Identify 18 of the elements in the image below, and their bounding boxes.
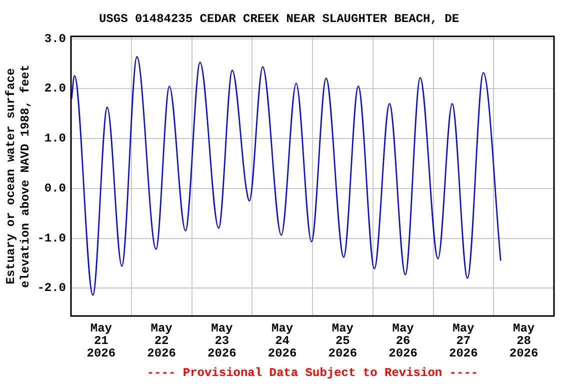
chart-title: USGS 01484235 CEDAR CREEK NEAR SLAUGHTER BEACH, DE [98, 12, 460, 26]
y-tick-label: 2.0 [44, 82, 66, 96]
y-tick-label: -1.0 [37, 231, 66, 246]
x-tick-label: May 27 2026 [449, 321, 478, 361]
line-series [71, 56, 502, 296]
x-tick-label: May 25 2026 [328, 321, 358, 361]
y-tick-label: 0.0 [44, 181, 66, 196]
x-tick-label: May 28 2026 [509, 321, 538, 361]
x-tick-label: May 24 2026 [268, 321, 297, 361]
x-tick-label: May 21 2026 [86, 321, 116, 361]
y-axis-title: Estuary or ocean water surface elevation above NAVD 1988, feet [4, 64, 33, 288]
y-tick-label: 3.0 [44, 32, 66, 46]
y-tick-label: 1.0 [44, 132, 66, 146]
y-tick-label: -2.0 [37, 281, 66, 296]
x-tick-label: May 26 2026 [388, 321, 418, 361]
text: ---- Provisional Data Subject to Revision ---- [146, 366, 480, 380]
x-tick-label: May 22 2026 [147, 321, 176, 361]
x-tick-label: May 23 2026 [208, 321, 236, 361]
